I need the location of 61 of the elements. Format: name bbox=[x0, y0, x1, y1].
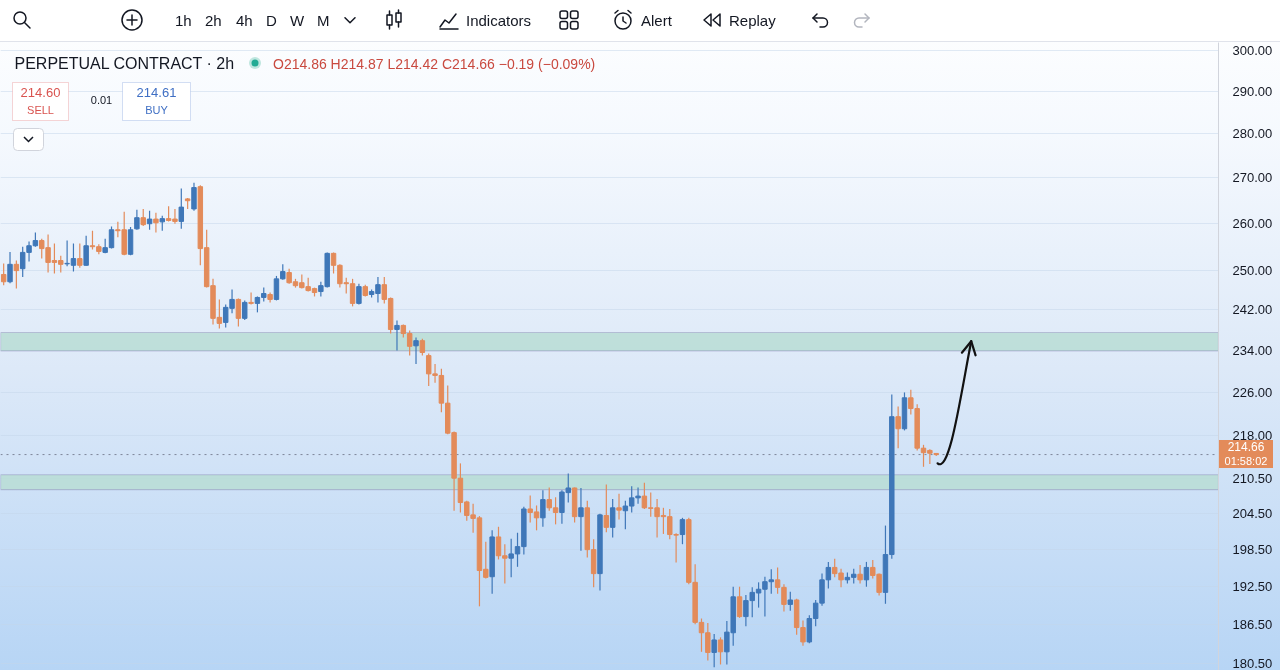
y-tick-label: 280.00 bbox=[1232, 126, 1273, 142]
text: M bbox=[317, 11, 330, 31]
text: 2h bbox=[205, 11, 222, 31]
y-tick-label: 204.50 bbox=[1232, 505, 1273, 521]
text: Alert bbox=[641, 11, 672, 31]
candlestick bbox=[7, 251, 13, 284]
candlestick bbox=[83, 235, 89, 267]
text: Replay bbox=[729, 11, 776, 31]
y-tick-label: 186.50 bbox=[1232, 616, 1273, 632]
text: Indicators bbox=[466, 11, 532, 31]
candlestick bbox=[895, 405, 901, 449]
text: W bbox=[290, 11, 305, 31]
text: D bbox=[266, 11, 277, 31]
candlestick bbox=[863, 561, 870, 588]
annotation: 214.61 bbox=[136, 85, 177, 100]
annotation: BUY bbox=[145, 103, 169, 116]
candlestick bbox=[603, 483, 610, 533]
annotation: 214.60 bbox=[20, 85, 61, 100]
candlestick bbox=[857, 564, 863, 585]
candlestick bbox=[787, 591, 794, 612]
candlestick bbox=[77, 242, 83, 269]
y-tick-label: 192.50 bbox=[1232, 578, 1273, 594]
candlestick bbox=[235, 297, 242, 328]
candlestick bbox=[0, 262, 7, 286]
text: PERPETUAL CONTRACT · 2h bbox=[14, 55, 235, 72]
annotation: O214.86 H214.87 L214.42 C214.66 −0.19 (−0.09%) bbox=[273, 55, 596, 72]
candlestick bbox=[248, 291, 254, 305]
candlestick bbox=[134, 209, 140, 231]
candlestick bbox=[153, 212, 159, 234]
candlestick bbox=[616, 493, 622, 521]
y-tick-label: 180.50 bbox=[1232, 656, 1273, 670]
candlestick bbox=[191, 182, 197, 212]
y-tick-label: 198.50 bbox=[1232, 541, 1273, 557]
y-tick-label: 242.00 bbox=[1232, 302, 1273, 318]
text: 01:58:02 bbox=[1219, 455, 1273, 468]
candlestick bbox=[413, 337, 419, 365]
candlestick bbox=[679, 517, 686, 545]
annotation: SELL bbox=[27, 103, 54, 116]
text: 1h bbox=[175, 11, 192, 31]
candlestick bbox=[146, 210, 153, 231]
text: 4h bbox=[236, 11, 253, 31]
y-tick-label: 290.00 bbox=[1232, 83, 1273, 99]
candlestick bbox=[711, 633, 717, 668]
y-tick-label: 226.00 bbox=[1232, 384, 1273, 400]
candlestick bbox=[242, 299, 248, 321]
candlestick bbox=[540, 489, 546, 528]
y-tick-label: 234.00 bbox=[1232, 342, 1273, 358]
y-tick-label: 210.50 bbox=[1232, 470, 1273, 486]
candlestick bbox=[178, 187, 185, 230]
y-tick-label: 250.00 bbox=[1232, 263, 1273, 279]
candlestick bbox=[609, 498, 616, 539]
candlestick bbox=[394, 319, 400, 352]
y-tick-label: 260.00 bbox=[1232, 215, 1273, 231]
candlestick bbox=[736, 586, 743, 619]
candlestick bbox=[578, 487, 584, 552]
y-tick-label: 300.00 bbox=[1232, 43, 1273, 59]
ref-line-label: 214.66 bbox=[1219, 440, 1273, 455]
y-tick-label: 270.00 bbox=[1232, 170, 1273, 186]
candlestick bbox=[717, 636, 724, 666]
candlestick bbox=[13, 259, 20, 290]
annotation: 0.01 bbox=[90, 93, 113, 106]
